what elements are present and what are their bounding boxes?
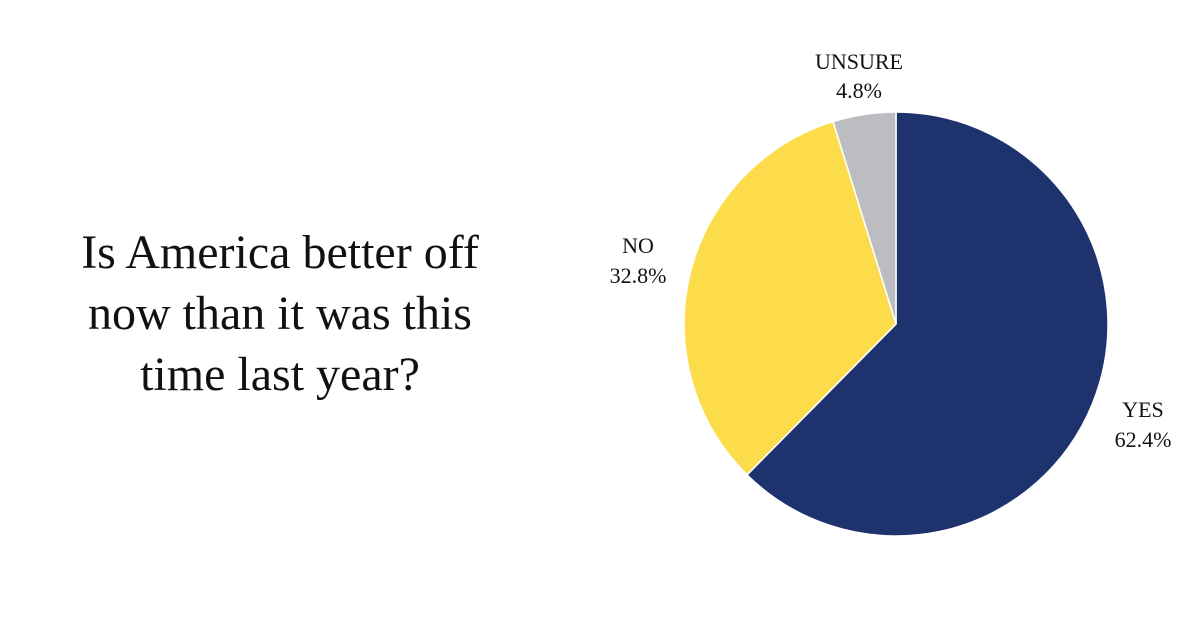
slice-label-unsure: UNSURE 4.8%	[815, 49, 903, 103]
question-line-3: time last year?	[140, 348, 420, 401]
question-line-2: now than it was this	[88, 287, 472, 340]
question-title: Is America better off now than it was th…	[10, 222, 550, 405]
slice-label-yes-name: YES	[1122, 397, 1164, 422]
slice-label-no-value: 32.8%	[610, 263, 667, 288]
slice-label-unsure-name: UNSURE	[815, 49, 903, 74]
slice-label-yes: YES 62.4%	[1115, 397, 1172, 452]
pie-slices	[683, 111, 1109, 537]
pie-slice-unsure	[832, 111, 897, 325]
slice-label-unsure-value: 4.8%	[836, 78, 882, 103]
slice-label-no: NO 32.8%	[610, 233, 667, 288]
slice-label-no-name: NO	[622, 233, 654, 258]
slice-label-yes-value: 62.4%	[1115, 427, 1172, 452]
pie-slice-no	[683, 120, 897, 476]
question-line-1: Is America better off	[81, 226, 479, 279]
pie-slice-yes	[745, 111, 1109, 537]
